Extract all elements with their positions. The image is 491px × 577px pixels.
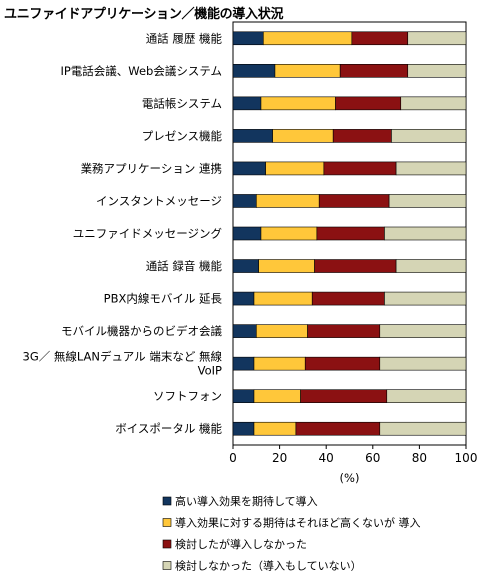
bar-segment-5-4 (395, 161, 467, 176)
bar-segment-3-2 (260, 96, 336, 111)
bar-segment-13-3 (295, 421, 381, 436)
category-label: 3G／ 無線LANデュアル 端末など 無線 (23, 350, 223, 364)
bar-segment-2-4 (407, 64, 467, 78)
category-label: IP電話会議、Web会議システム (60, 64, 222, 78)
bar-segment-6-1 (232, 194, 257, 208)
bar-segment-5-1 (232, 161, 266, 176)
bar-segment-6-4 (388, 194, 467, 208)
bar-segment-1-3 (351, 31, 409, 46)
category-label: モバイル機器からのビデオ会議 (61, 324, 222, 338)
category-label: PBX内線モバイル 延長 (104, 292, 223, 306)
bar-segment-4-2 (272, 129, 334, 143)
bar-segment-11-3 (304, 356, 381, 371)
bar-segment-7-3 (316, 226, 385, 241)
bar-segment-4-4 (391, 129, 467, 143)
bar-segment-8-1 (232, 259, 259, 273)
bar-segment-12-1 (232, 389, 255, 403)
category-label: 通話 録音 機能 (146, 259, 223, 273)
bar-segment-12-2 (253, 389, 301, 403)
bar-segment-13-4 (379, 421, 467, 436)
x-tick-label: 20 (272, 451, 287, 465)
category-label: 電話帳システム (142, 96, 222, 110)
bar-segment-6-3 (318, 194, 390, 208)
category-label: 業務アプリケーション 連携 (81, 161, 222, 175)
bar-segment-1-2 (262, 31, 353, 46)
bar-segment-10-1 (232, 324, 257, 338)
bar-segment-3-1 (232, 96, 262, 111)
legend-swatch (162, 561, 172, 570)
x-tick-label: 80 (412, 451, 427, 465)
bar-segment-11-2 (253, 356, 306, 371)
bar-segment-12-4 (386, 389, 467, 403)
bar-segment-13-1 (232, 421, 255, 436)
category-label: ソフトフォン (153, 389, 222, 403)
bar-segment-3-3 (335, 96, 402, 111)
bar-segment-9-3 (311, 291, 385, 306)
legend-label: 高い導入効果を期待して導入 (175, 494, 318, 508)
bar-segment-2-1 (232, 64, 276, 78)
x-tick-label: 100 (455, 451, 478, 465)
chart-title: ユニファイドアプリケーション／機能の導入状況 (4, 7, 284, 22)
category-label: インスタントメッセージ (96, 194, 222, 208)
legend-label: 検討したが導入しなかった (175, 537, 307, 551)
x-tick-label: 60 (365, 451, 380, 465)
bar-segment-1-1 (232, 31, 264, 46)
legend-swatch (162, 539, 172, 549)
category-label: VoIP (198, 364, 222, 378)
x-tick-label: 40 (319, 451, 334, 465)
bar-segment-1-4 (407, 31, 467, 46)
bar-segment-9-2 (253, 291, 313, 306)
category-label: 通話 履歴 機能 (146, 31, 223, 45)
legend-swatch (162, 496, 172, 506)
bar-segment-2-2 (274, 64, 341, 78)
bar-segment-8-2 (258, 259, 315, 273)
legend-label: 検討しなかった（導入もしていない） (175, 559, 362, 573)
bar-segment-3-4 (400, 96, 467, 111)
category-label: ボイスポータル 機能 (115, 422, 222, 436)
bar-segment-10-3 (307, 324, 381, 338)
bar-segment-6-2 (255, 194, 320, 208)
bar-segment-2-3 (339, 64, 409, 78)
legend-label: 導入効果に対する期待はそれほど高くないが 導入 (175, 516, 421, 530)
bar-segment-9-1 (232, 291, 255, 306)
bar-segment-13-2 (253, 421, 297, 436)
bar-segment-5-2 (265, 161, 325, 176)
legend-swatch (162, 518, 172, 527)
bar-segment-9-4 (384, 291, 467, 306)
bar-segment-8-3 (314, 259, 397, 273)
bar-segment-7-1 (232, 226, 262, 241)
bar-segment-11-4 (379, 356, 467, 371)
x-axis-label: (%) (340, 471, 360, 485)
bar-segment-4-3 (332, 129, 392, 143)
bar-segment-7-2 (260, 226, 318, 241)
bar-segment-10-2 (255, 324, 308, 338)
category-label: ユニファイドメッセージング (73, 227, 223, 241)
bar-segment-12-3 (300, 389, 388, 403)
bar-segment-8-4 (395, 259, 467, 273)
x-tick-label: 0 (229, 451, 237, 465)
bar-segment-5-3 (323, 161, 397, 176)
bar-segment-11-1 (232, 356, 255, 371)
bar-segment-4-1 (232, 129, 273, 143)
category-label: プレゼンス機能 (142, 129, 223, 143)
bar-segment-10-4 (379, 324, 467, 338)
bar-segment-7-4 (384, 226, 467, 241)
